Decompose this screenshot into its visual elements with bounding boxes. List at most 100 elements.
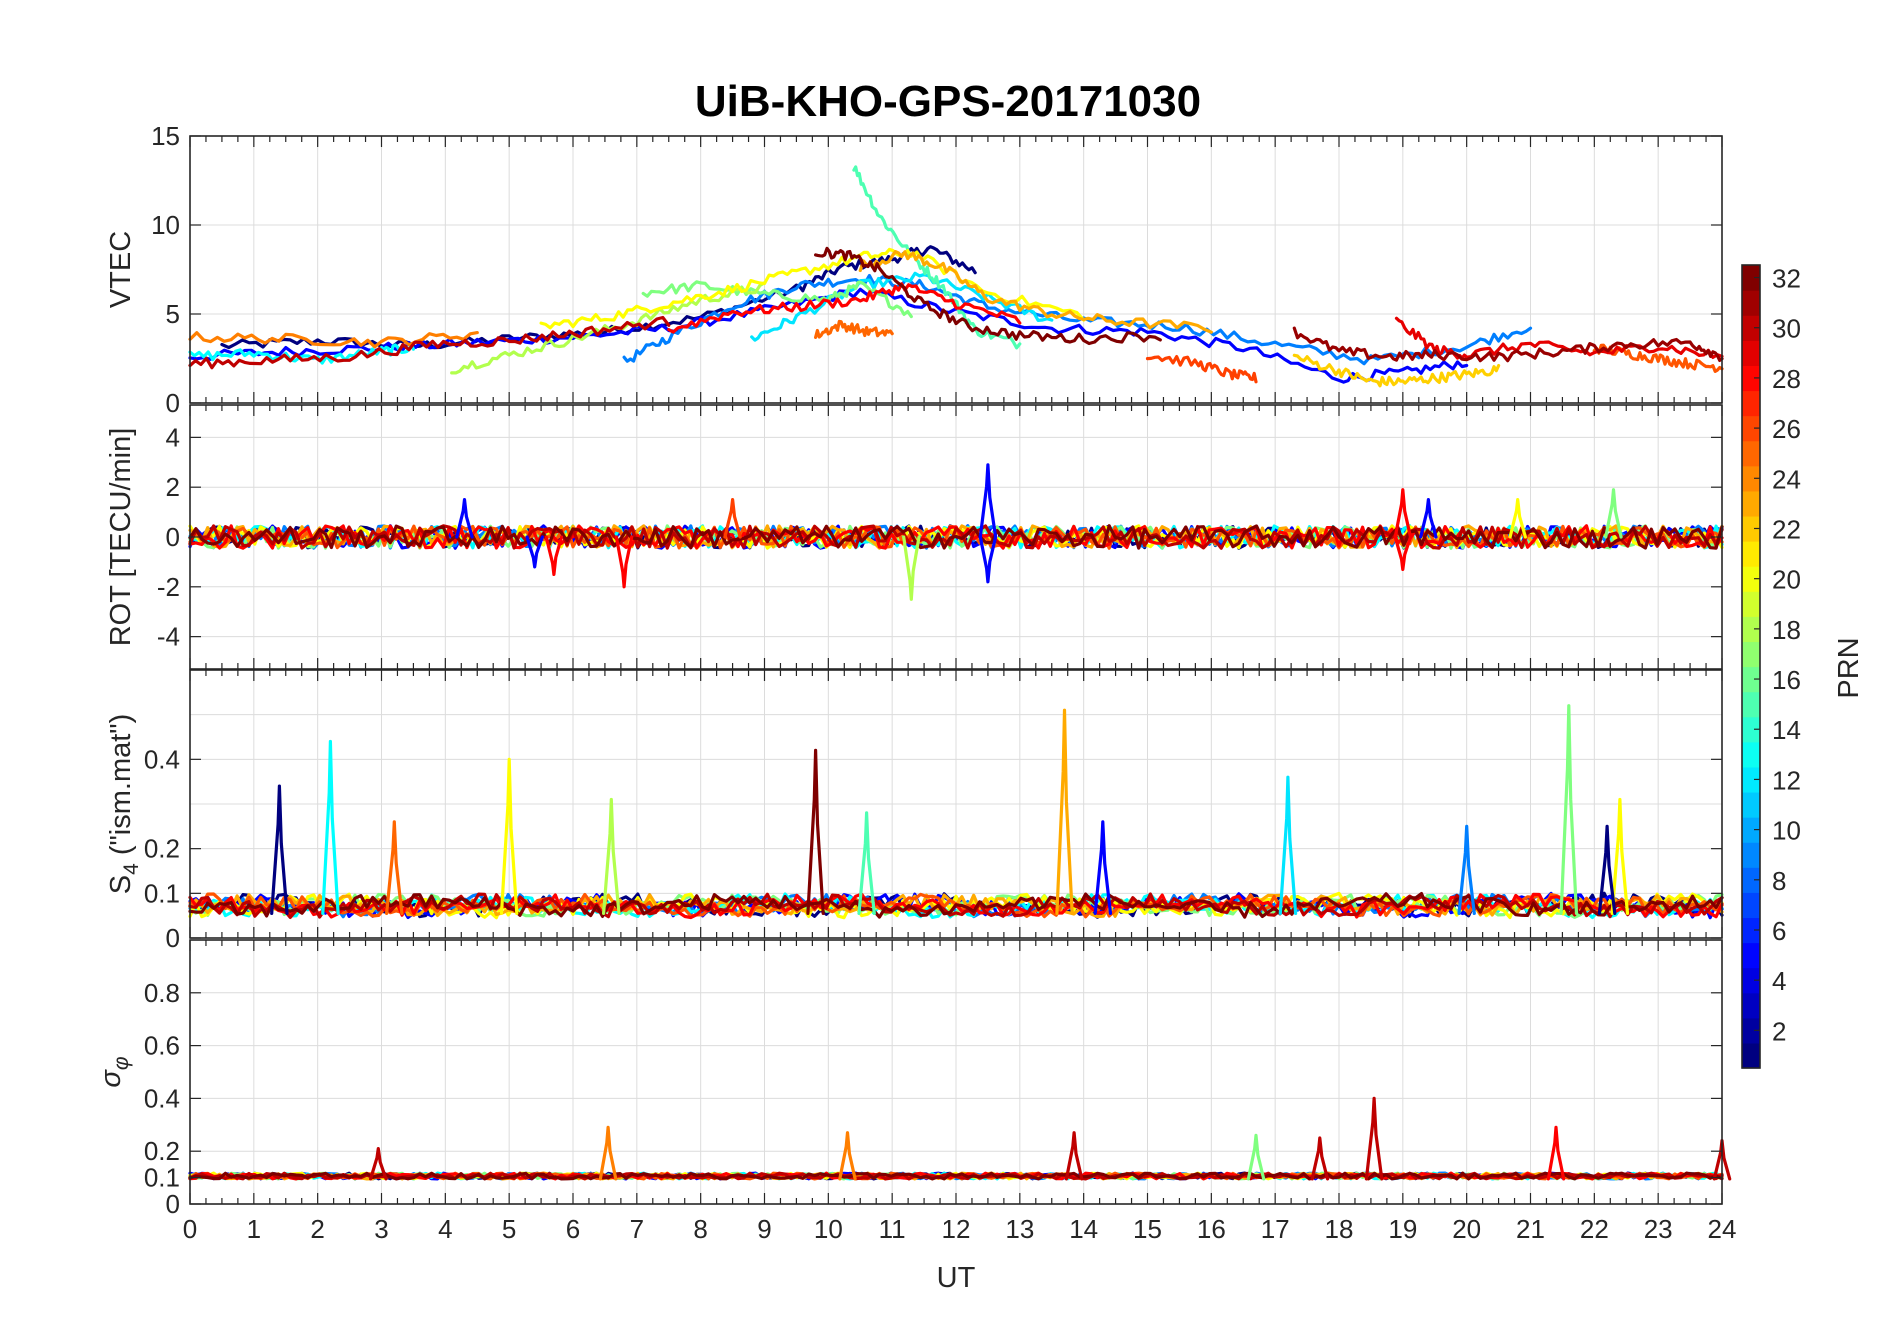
spike-mark bbox=[1278, 775, 1298, 915]
noise-series-line bbox=[188, 1171, 1724, 1181]
colorbar-segment bbox=[1742, 616, 1760, 643]
x-tick-label: 20 bbox=[1452, 1214, 1481, 1244]
spike-mark bbox=[1246, 1133, 1266, 1181]
spike-mark bbox=[1364, 1096, 1384, 1181]
colorbar-label: PRN bbox=[1833, 637, 1865, 698]
colorbar-segment bbox=[1742, 465, 1760, 492]
x-tick-label: 14 bbox=[1069, 1214, 1098, 1244]
spike-mark bbox=[1546, 1125, 1566, 1181]
colorbar-tick-label: 8 bbox=[1772, 866, 1786, 896]
colorbar-segment bbox=[1742, 315, 1760, 341]
y-tick-label: -4 bbox=[157, 622, 180, 652]
y-tick-label: 0.8 bbox=[144, 978, 180, 1008]
vtec-series-line bbox=[1292, 353, 1501, 388]
y-tick-label: -2 bbox=[157, 572, 180, 602]
x-tick-label: 7 bbox=[630, 1214, 644, 1244]
spike-mark bbox=[1508, 498, 1527, 539]
colorbar-tick-label: 32 bbox=[1772, 264, 1801, 294]
y-tick-label: 0.1 bbox=[144, 878, 180, 908]
x-tick-label: 24 bbox=[1708, 1214, 1737, 1244]
colorbar-segment bbox=[1742, 365, 1760, 392]
y-axis-label: VTEC bbox=[105, 231, 137, 308]
y-axis-label: ROT [TECU/min] bbox=[105, 428, 137, 647]
y-axis-label-main: S bbox=[105, 875, 137, 894]
colorbar-segment bbox=[1742, 867, 1760, 893]
s4-panel: 00.10.20.4S4 ("ism.mat") bbox=[105, 669, 1724, 953]
x-tick-label: 18 bbox=[1325, 1214, 1354, 1244]
colorbar-tick-label: 18 bbox=[1772, 615, 1801, 645]
colorbar-segment bbox=[1742, 791, 1760, 818]
spike-mark bbox=[1093, 820, 1113, 915]
spike-mark bbox=[857, 811, 876, 915]
series-group bbox=[188, 463, 1724, 601]
x-tick-label: 10 bbox=[814, 1214, 843, 1244]
colorbar-segment bbox=[1742, 440, 1760, 467]
spike-mark bbox=[369, 1147, 388, 1181]
spike-mark bbox=[1393, 535, 1413, 571]
colorbar-segment bbox=[1742, 917, 1760, 944]
colorbar-segment bbox=[1742, 716, 1760, 743]
spike-mark bbox=[1419, 498, 1438, 539]
x-tick-label: 4 bbox=[438, 1214, 452, 1244]
spike-mark bbox=[602, 797, 621, 915]
x-axis-label: UT bbox=[937, 1262, 976, 1294]
spike-mark bbox=[385, 820, 404, 915]
rot-panel: -4 -2 0 2 4 ROT [TECU/min] bbox=[105, 404, 1724, 670]
colorbar-tick-label: 16 bbox=[1772, 665, 1801, 695]
y-tick-label: 0.2 bbox=[144, 834, 180, 864]
colorbar-segment bbox=[1742, 515, 1760, 542]
y-tick-label: 2 bbox=[166, 472, 180, 502]
vtec-series-line bbox=[622, 273, 1533, 366]
colorbar-box bbox=[1741, 264, 1761, 1069]
ticks: 0 0.1 0.2 0.4 bbox=[144, 670, 1723, 953]
vtec-series-line bbox=[852, 165, 1022, 350]
x-tick-label: 5 bbox=[502, 1214, 516, 1244]
y-tick-label: 0.6 bbox=[144, 1031, 180, 1061]
colorbar-tick-label: 12 bbox=[1772, 765, 1801, 795]
spike-mark bbox=[1457, 824, 1476, 915]
x-tick-label: 1 bbox=[247, 1214, 261, 1244]
vtec-series-line bbox=[1292, 326, 1724, 363]
vtec-series-line bbox=[858, 250, 1213, 334]
vtec-series-line bbox=[450, 281, 767, 375]
vtec-series-line bbox=[667, 282, 1022, 334]
y-axis-label-main: σ bbox=[95, 1069, 127, 1088]
spike-mark bbox=[499, 757, 519, 915]
colorbar-segment bbox=[1742, 591, 1760, 617]
x-tick-label: 13 bbox=[1005, 1214, 1034, 1244]
colorbar-segment bbox=[1742, 842, 1760, 868]
colorbar-tick-label: 20 bbox=[1772, 565, 1801, 595]
y-tick-label: 0 bbox=[166, 1189, 180, 1219]
colorbar-segment bbox=[1742, 541, 1760, 567]
vtec-series-line bbox=[1592, 343, 1724, 373]
colorbar-segment bbox=[1742, 967, 1760, 994]
colorbar-segment bbox=[1742, 390, 1760, 417]
y-tick-label: 0 bbox=[166, 923, 180, 953]
x-tick-label: 23 bbox=[1644, 1214, 1673, 1244]
spike-mark bbox=[1310, 1136, 1330, 1181]
x-tick-label: 0 bbox=[183, 1214, 197, 1244]
colorbar-tick-label: 22 bbox=[1772, 514, 1801, 544]
x-tick-label: 9 bbox=[757, 1214, 771, 1244]
colorbar-segment bbox=[1742, 290, 1760, 316]
spike-mark bbox=[1610, 797, 1630, 915]
colorbar-segment bbox=[1742, 265, 1760, 291]
x-tick-label: 3 bbox=[374, 1214, 388, 1244]
series-group bbox=[188, 704, 1724, 920]
vtec-series-line bbox=[814, 319, 894, 339]
vtec-series-line bbox=[641, 280, 913, 319]
y-tick-label: 15 bbox=[151, 121, 180, 151]
colorbar-tick-label: 6 bbox=[1772, 916, 1786, 946]
y-axis-label-sub: 4 bbox=[120, 863, 143, 875]
colorbar-tick-label: 10 bbox=[1772, 816, 1801, 846]
y-axis-label-rest: ("ism.mat") bbox=[105, 714, 137, 863]
spike-mark bbox=[1559, 704, 1579, 915]
spike-mark bbox=[598, 1125, 618, 1181]
colorbar-segment bbox=[1742, 817, 1760, 843]
colorbar-segment bbox=[1742, 566, 1760, 592]
y-axis-label: σφ bbox=[95, 1056, 133, 1088]
noise-series-line bbox=[188, 524, 1724, 550]
colorbar-segment bbox=[1742, 1042, 1760, 1069]
